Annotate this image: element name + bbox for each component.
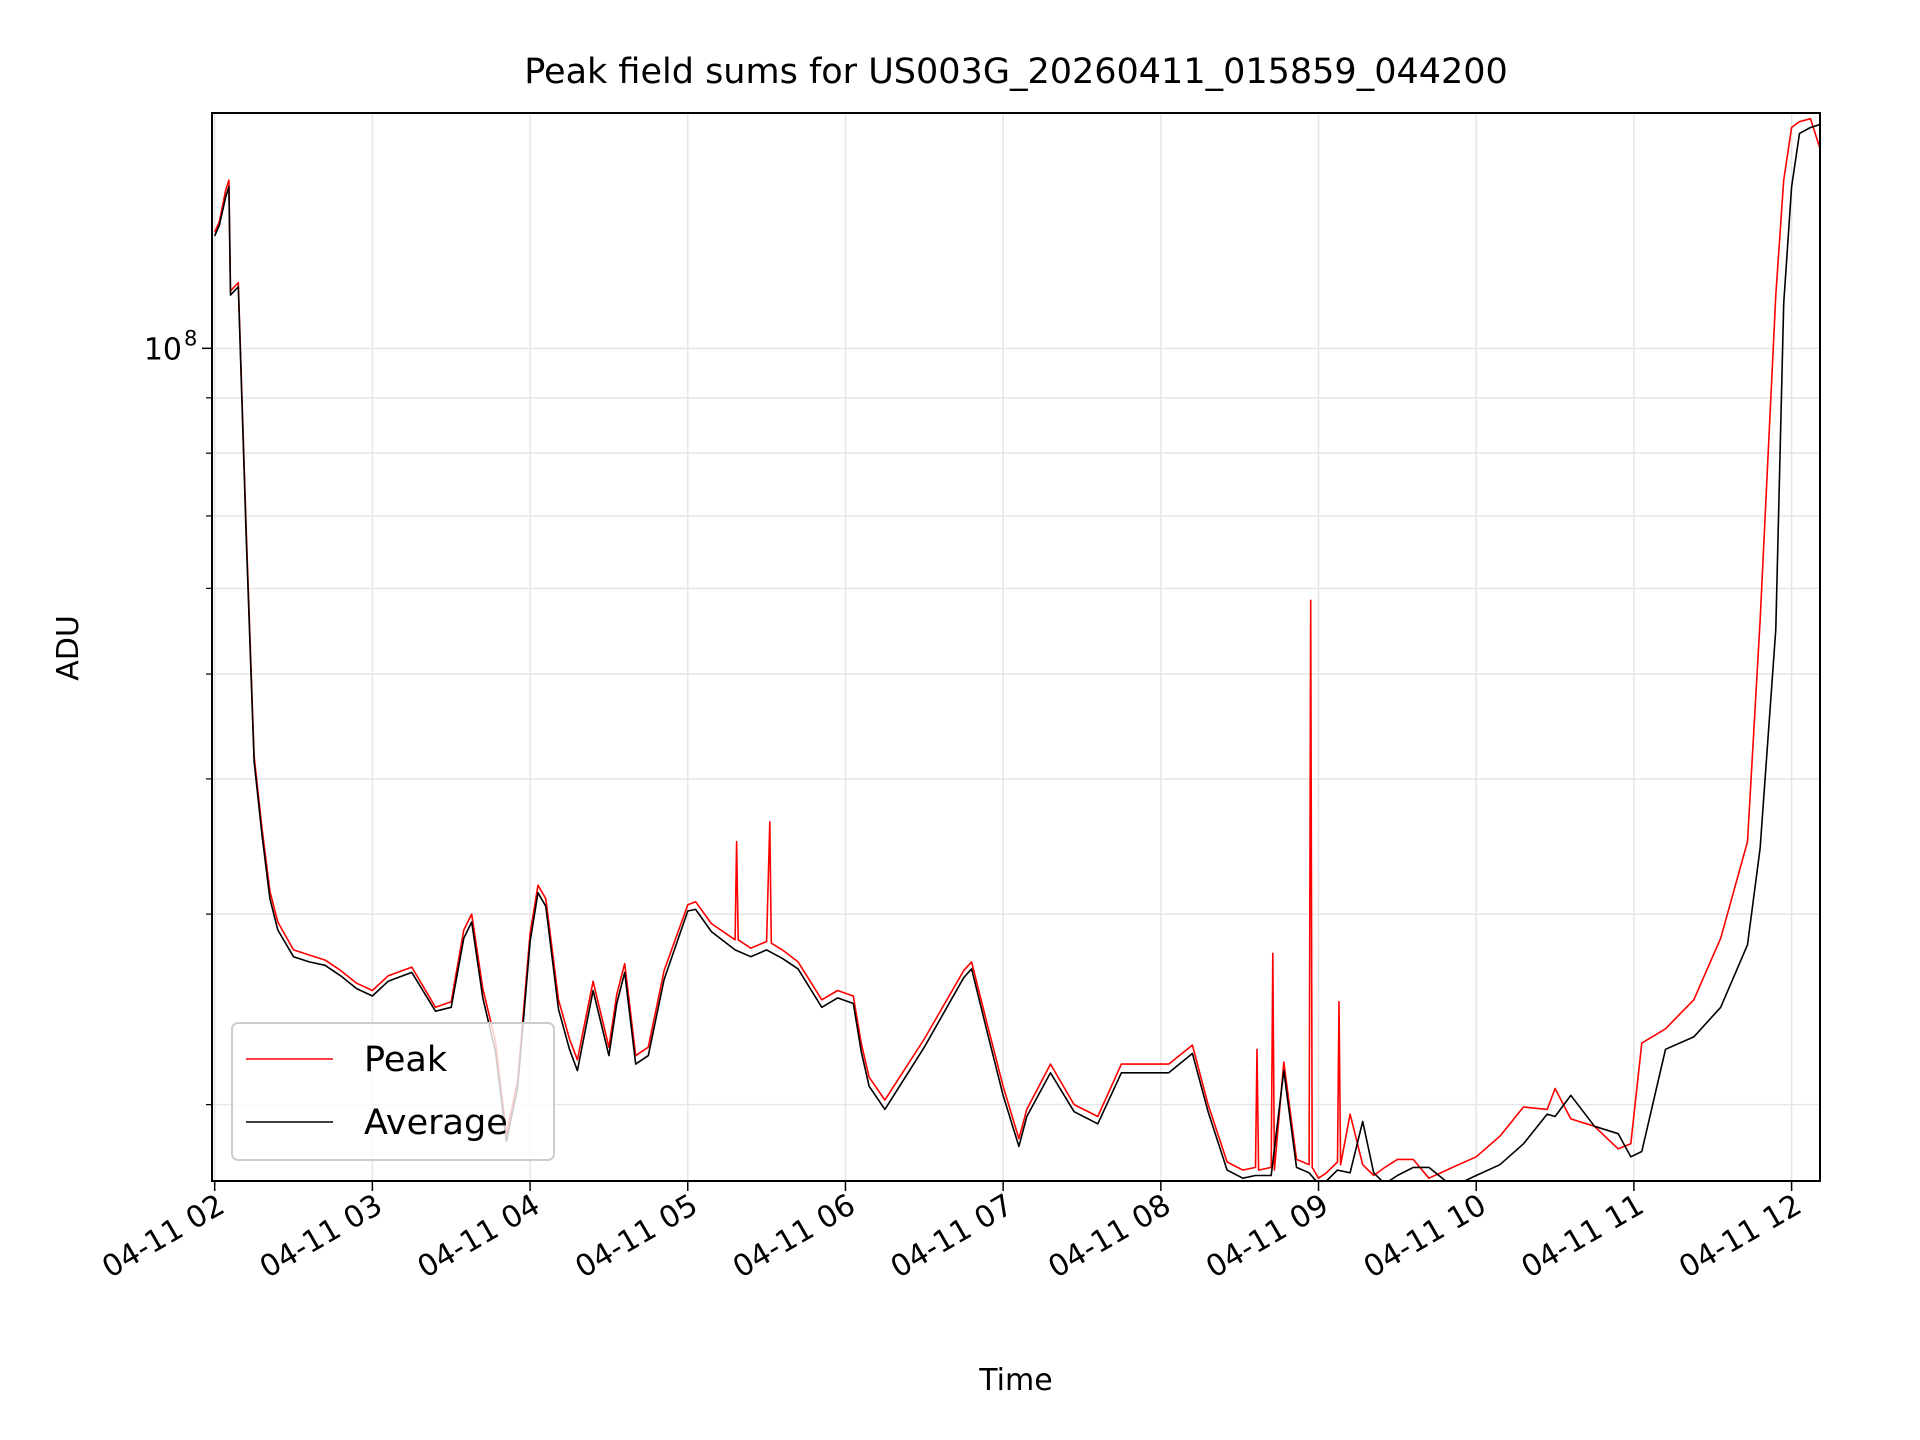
chart-title: Peak field sums for US003G_20260411_0158… <box>524 52 1508 92</box>
series-line-average <box>213 123 1820 1181</box>
y-axis-ticks: 10 8 <box>144 326 212 1106</box>
grid <box>212 113 1820 1181</box>
y-tick-label: 10 <box>144 332 182 367</box>
series-line-peak <box>213 117 1820 1179</box>
y-axis-label: ADU <box>51 615 86 681</box>
plot-frame <box>211 112 1821 1182</box>
legend-peak-label: Peak <box>364 1040 448 1080</box>
legend-box <box>231 1022 555 1161</box>
legend-average-label: Average <box>364 1103 508 1143</box>
legend: Peak Average <box>231 1022 555 1161</box>
y-tick-label-exponent: 8 <box>184 326 197 350</box>
x-axis-label: Time <box>978 1363 1052 1398</box>
series-layer <box>213 117 1820 1181</box>
